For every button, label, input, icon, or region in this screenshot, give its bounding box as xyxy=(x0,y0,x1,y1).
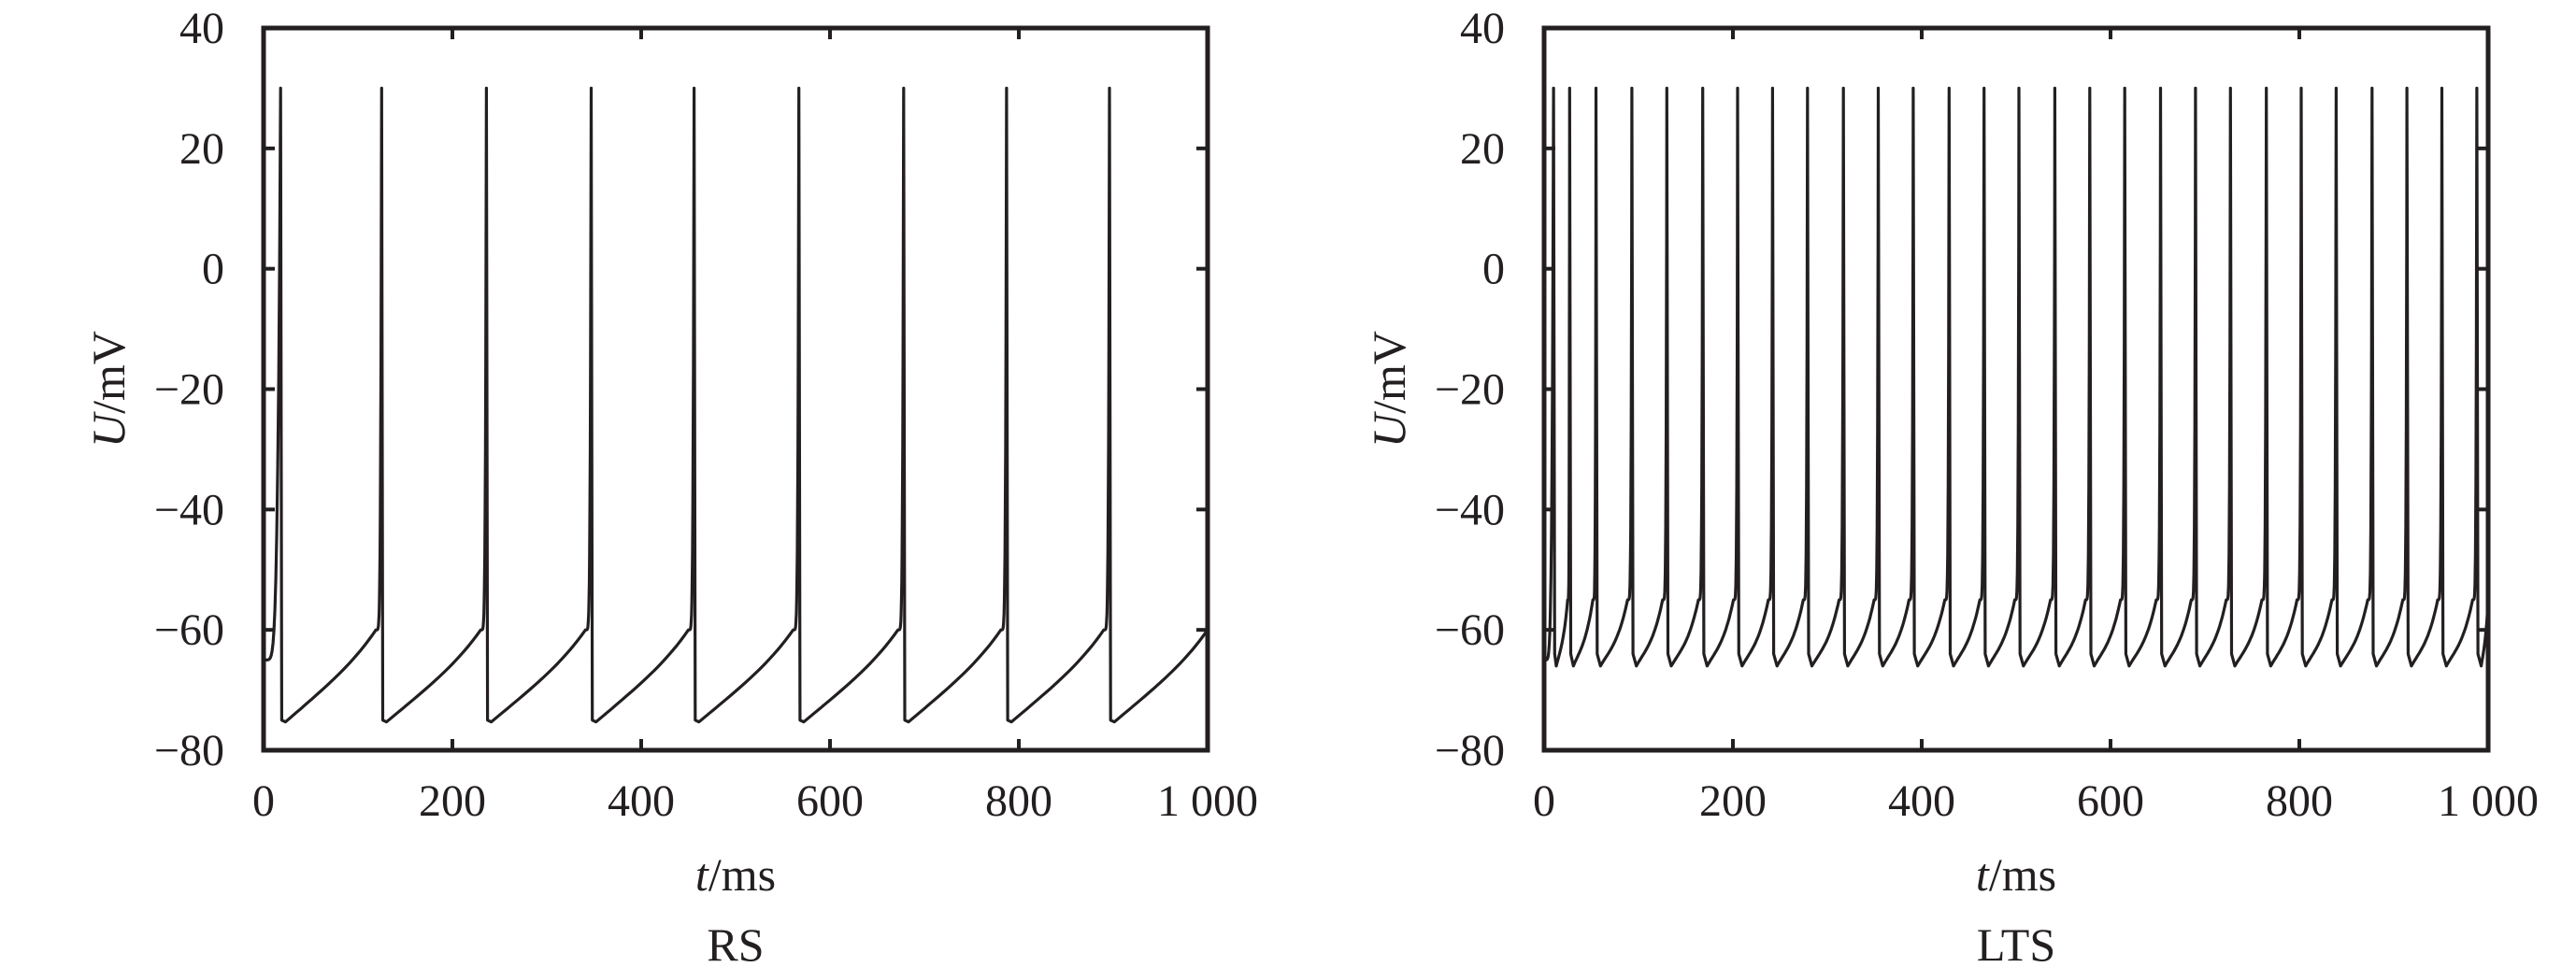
y-axis-unit: /mV xyxy=(1363,331,1415,414)
y-axis-label: U/mV xyxy=(1363,331,1415,448)
y-tick-label: 40 xyxy=(1460,4,1505,53)
y-tick-label: −80 xyxy=(1435,726,1505,775)
y-axis-unit: /mV xyxy=(82,331,135,414)
y-tick-label: −60 xyxy=(154,605,224,655)
x-axis-variable: t xyxy=(1976,848,1990,901)
panel-caption-lts: LTS xyxy=(1977,918,2055,967)
plot-frame xyxy=(261,25,1210,753)
chart-panel-rs: −80 −60 −40 −20 0 20 40 0 200 400 600 800 1 000 U/m… xyxy=(82,4,1258,967)
y-axis-variable: U xyxy=(1363,411,1415,448)
y-tick-label: −20 xyxy=(154,365,224,415)
voltage-trace-lts xyxy=(1543,86,2490,668)
x-tick-label: 1 000 xyxy=(1157,776,1258,826)
x-tick-labels: 0 200 400 600 800 1 000 xyxy=(1533,776,2539,826)
y-tick-label: 20 xyxy=(179,124,224,174)
x-axis-unit: /ms xyxy=(708,848,776,901)
y-tick-label: 40 xyxy=(179,4,224,53)
x-tick-label: 600 xyxy=(796,776,864,826)
x-axis-variable: t xyxy=(695,848,709,901)
x-axis-label: t/ms xyxy=(1976,848,2056,901)
y-tick-label: −60 xyxy=(1435,605,1505,655)
x-axis-label: t/ms xyxy=(695,848,776,901)
panel-caption-rs: RS xyxy=(707,918,764,967)
y-tick-labels: −80 −60 −40 −20 0 20 40 xyxy=(154,4,224,775)
y-tick-label: −80 xyxy=(154,726,224,775)
x-tick-label: 0 xyxy=(1533,776,1555,826)
voltage-trace-rs xyxy=(263,86,1209,724)
y-axis-variable: U xyxy=(82,411,135,448)
y-tick-label: 0 xyxy=(202,245,224,294)
chart-panel-lts: −80 −60 −40 −20 0 20 40 0 200 400 600 800 1 000 U/m… xyxy=(1363,4,2539,967)
x-tick-label: 400 xyxy=(608,776,675,826)
x-tick-label: 400 xyxy=(1888,776,1955,826)
x-tick-label: 1 000 xyxy=(2438,776,2539,826)
x-tick-label: 800 xyxy=(985,776,1052,826)
plot-frame xyxy=(1541,25,2491,753)
x-tick-label: 0 xyxy=(252,776,275,826)
y-tick-labels: −80 −60 −40 −20 0 20 40 xyxy=(1435,4,1505,775)
x-tick-label: 200 xyxy=(419,776,486,826)
x-tick-label: 800 xyxy=(2266,776,2333,826)
x-tick-label: 200 xyxy=(1699,776,1767,826)
y-axis-label: U/mV xyxy=(82,331,135,448)
y-tick-label: 0 xyxy=(1482,245,1505,294)
y-tick-label: −40 xyxy=(154,485,224,534)
x-axis-unit: /ms xyxy=(1989,848,2056,901)
axis-ticks xyxy=(262,26,1209,752)
y-tick-label: −40 xyxy=(1435,485,1505,534)
y-tick-label: −20 xyxy=(1435,365,1505,415)
y-tick-label: 20 xyxy=(1460,124,1505,174)
x-tick-label: 600 xyxy=(2077,776,2144,826)
x-tick-labels: 0 200 400 600 800 1 000 xyxy=(252,776,1258,826)
